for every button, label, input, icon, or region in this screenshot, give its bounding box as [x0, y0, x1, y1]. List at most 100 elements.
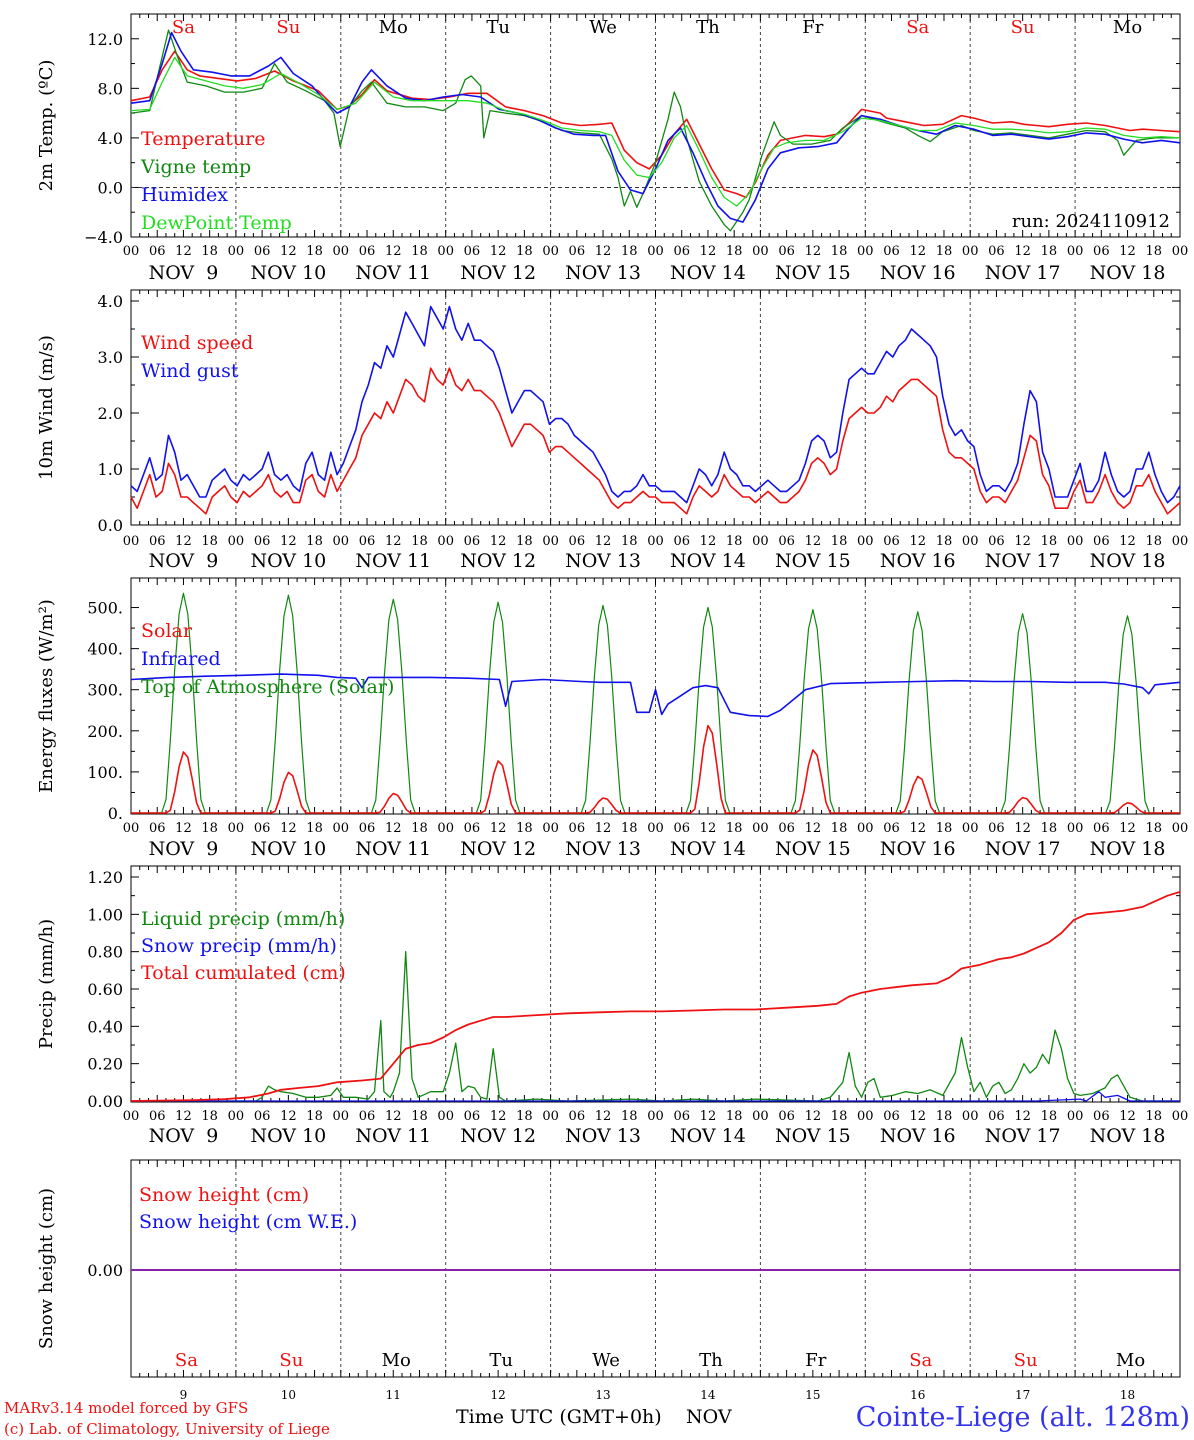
- y-tick-label: 300.: [87, 681, 123, 700]
- hour-tick-label: 18: [936, 534, 953, 549]
- hour-tick-label: 00: [333, 821, 350, 836]
- day-number-label: 15: [805, 1388, 820, 1402]
- day-number-label: 10: [281, 1388, 296, 1402]
- hour-tick-label: 12: [805, 821, 822, 836]
- hour-tick-label: 18: [1041, 244, 1058, 259]
- hour-tick-label: 00: [228, 821, 245, 836]
- hour-tick-label: 00: [1067, 244, 1084, 259]
- date-label: NOV 13: [565, 550, 641, 572]
- hour-tick-label: 00: [437, 534, 454, 549]
- hour-tick-label: 18: [1041, 821, 1058, 836]
- date-label: NOV 16: [880, 550, 956, 572]
- hour-tick-label: 06: [883, 244, 900, 259]
- day-number-label: 14: [700, 1388, 716, 1402]
- hour-tick-label: 06: [1093, 1109, 1110, 1124]
- y-axis-title: Energy fluxes (W/m²): [36, 599, 57, 793]
- hour-tick-label: 06: [254, 1109, 271, 1124]
- humidexline: [130, 31, 1181, 223]
- day-name-label: Mo: [1116, 1350, 1145, 1371]
- hour-tick-label: 18: [411, 1109, 428, 1124]
- wind-speedline: [130, 367, 1181, 515]
- hour-tick-label: 12: [909, 534, 926, 549]
- date-label: NOV 9: [149, 262, 219, 284]
- day-number-label: 18: [1120, 1388, 1135, 1402]
- y-tick-label: 500.: [87, 599, 123, 618]
- y-axis-title: Snow height (cm): [36, 1188, 57, 1349]
- hour-tick-label: 00: [333, 244, 350, 259]
- hour-tick-label: 00: [1172, 534, 1189, 549]
- date-label: NOV 12: [460, 262, 536, 284]
- hour-tick-label: 06: [569, 821, 586, 836]
- day-name-label: Mo: [382, 1350, 411, 1371]
- day-name-label: Mo: [1113, 17, 1142, 38]
- hour-tick-label: 06: [359, 1109, 376, 1124]
- day-name-label: Sa: [909, 1350, 932, 1371]
- y-tick-label: 4.0: [98, 129, 123, 148]
- hour-tick-label: 00: [437, 1109, 454, 1124]
- hour-tick-label: 12: [280, 244, 297, 259]
- hour-tick-label: 00: [123, 534, 140, 549]
- hour-tick-label: 06: [883, 534, 900, 549]
- hour-tick-label: 00: [962, 821, 979, 836]
- day-name-label: Su: [1011, 17, 1035, 38]
- date-label: NOV 16: [880, 1125, 956, 1147]
- hour-tick-label: 18: [936, 244, 953, 259]
- y-tick-label: 0.20: [87, 1055, 123, 1074]
- hour-tick-label: 12: [490, 821, 507, 836]
- y-tick-label: 0.0: [98, 516, 123, 535]
- hour-tick-label: 12: [909, 1109, 926, 1124]
- date-label: NOV 15: [775, 262, 851, 284]
- hour-tick-label: 06: [149, 244, 166, 259]
- date-label: NOV 18: [1090, 838, 1166, 860]
- day-name-label: Sa: [175, 1350, 198, 1371]
- date-label: NOV 14: [670, 262, 746, 284]
- hour-tick-label: 12: [280, 1109, 297, 1124]
- snow-precip-mm-h-line: [131, 1091, 1180, 1102]
- dewpoint-templine: [130, 56, 1181, 207]
- day-name-label: Tu: [489, 1350, 513, 1371]
- hour-tick-label: 18: [411, 534, 428, 549]
- hour-tick-label: 18: [936, 1109, 953, 1124]
- hour-tick-label: 00: [962, 534, 979, 549]
- y-tick-label: 0.00: [87, 1092, 123, 1111]
- hour-tick-label: 18: [306, 534, 323, 549]
- date-label: NOV 13: [565, 262, 641, 284]
- hour-tick-label: 12: [280, 534, 297, 549]
- hour-tick-label: 12: [1014, 821, 1031, 836]
- y-tick-label: 2.0: [98, 404, 123, 423]
- hour-tick-label: 00: [647, 1109, 664, 1124]
- date-label: NOV 12: [460, 550, 536, 572]
- hour-tick-label: 12: [280, 821, 297, 836]
- time-axis-label: Time UTC (GMT+0h): [456, 1406, 662, 1428]
- y-tick-label: 0.: [108, 804, 123, 823]
- hour-tick-label: 06: [778, 244, 795, 259]
- date-label: NOV 9: [149, 550, 219, 572]
- hour-tick-label: 18: [726, 821, 743, 836]
- day-name-label: Su: [276, 17, 300, 38]
- hour-tick-label: 00: [857, 1109, 874, 1124]
- temperature-panel: −4.0 0.0 4.0 8.0 12.0 2m Temp. (ºC) Sa Su Mo Tu We…: [36, 13, 1188, 284]
- hour-tick-label: 12: [175, 244, 192, 259]
- date-label: NOV 11: [355, 262, 431, 284]
- hour-tick-label: 12: [385, 534, 402, 549]
- day-name-label: Su: [1014, 1350, 1038, 1371]
- hour-tick-label: 00: [857, 821, 874, 836]
- hour-tick-label: 18: [1041, 1109, 1058, 1124]
- hour-tick-label: 12: [490, 1109, 507, 1124]
- day-name-label: We: [592, 1350, 620, 1371]
- day-number-label: 11: [386, 1388, 401, 1402]
- hour-tick-label: 00: [1067, 821, 1084, 836]
- hour-tick-label: 06: [359, 534, 376, 549]
- legend-entry: Liquid precip (mm/h): [141, 908, 345, 930]
- y-axis-title: Precip (mm/h): [36, 919, 57, 1049]
- date-label: NOV 11: [355, 550, 431, 572]
- hour-tick-label: 06: [1093, 821, 1110, 836]
- y-tick-label: 12.0: [87, 30, 123, 49]
- hour-tick-label: 00: [542, 534, 559, 549]
- infrared-line: [130, 673, 1181, 718]
- date-label: NOV 17: [985, 550, 1061, 572]
- hour-tick-label: 00: [228, 1109, 245, 1124]
- hour-tick-label: 12: [805, 1109, 822, 1124]
